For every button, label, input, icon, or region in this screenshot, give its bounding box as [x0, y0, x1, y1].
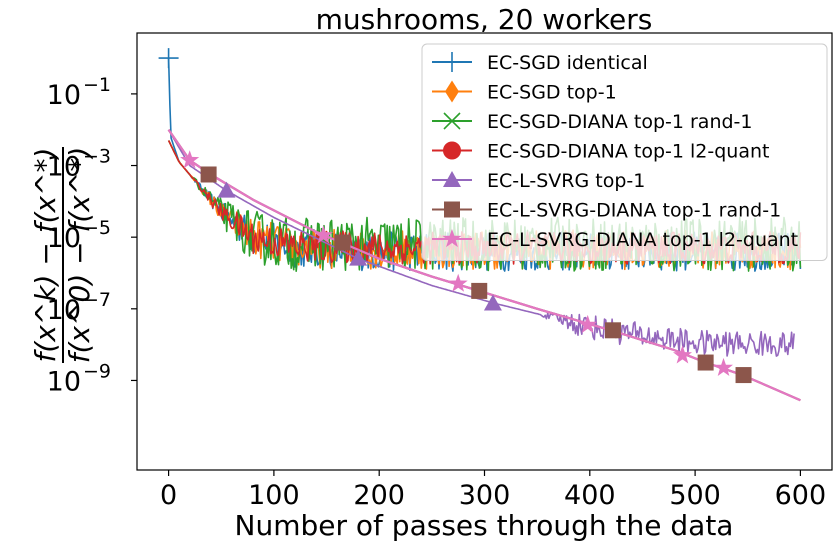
series-marker-ec-l-svrg-diana-top-1-rand-1 — [604, 322, 621, 339]
legend-marker-ec-sgd-identical — [442, 52, 462, 72]
legend-marker-ec-sgd-diana-top-1-rand-1 — [443, 112, 461, 130]
x-tick-label: 300 — [459, 480, 511, 511]
y-axis-label: f(x^k) − f(x^*) f(x^0) − f(x^*) — [29, 147, 96, 364]
y-tick-label: 10 — [47, 223, 81, 254]
y-axis-label-denominator: f(x^0) − f(x^*) — [63, 147, 96, 364]
y-tick-exponent: −3 — [83, 146, 111, 168]
chart-title: mushrooms, 20 workers — [316, 3, 653, 36]
y-tick-label: 10 — [47, 152, 81, 183]
legend-marker-ec-l-svrg-diana-top-1-l2-quant — [442, 229, 462, 248]
x-axis-label: Number of passes through the data — [235, 509, 734, 542]
legend-marker-ec-sgd-diana-top-1-l2-quant — [443, 141, 461, 160]
legend: EC-SGD identical EC-SGD top-1 EC-SGD-DIANA… — [421, 43, 828, 261]
series-marker-ec-l-svrg-diana-top-1-l2-quant — [313, 225, 333, 244]
x-tick-label: 200 — [353, 480, 405, 511]
series-marker-ec-l-svrg-diana-top-1-l2-quant — [673, 345, 692, 364]
series-marker-ec-l-svrg-diana-top-1-rand-1 — [471, 282, 488, 299]
series-line-ec-l-svrg-top-1 — [167, 129, 795, 357]
legend-label-ec-sgd-identical: EC-SGD identical — [487, 52, 648, 74]
series-marker-ec-l-svrg-top-1 — [217, 181, 236, 198]
series-marker-ec-l-svrg-top-1 — [483, 294, 502, 311]
legend-marker-ec-sgd-top-1 — [445, 80, 459, 103]
series-marker-ec-l-svrg-top-1 — [349, 249, 368, 266]
y-tick-exponent: −7 — [83, 289, 111, 311]
legend-label-ec-sgd-top-1: EC-SGD top-1 — [487, 82, 617, 104]
series-marker-ec-l-svrg-diana-top-1-rand-1 — [697, 354, 714, 371]
x-tick-label: 500 — [669, 480, 721, 511]
series-marker-ec-l-svrg-diana-top-1-rand-1 — [735, 367, 752, 384]
x-tick-label: 100 — [248, 480, 300, 511]
y-tick-exponent: −1 — [83, 74, 111, 96]
x-tick-label: 600 — [775, 480, 827, 511]
series-marker-ec-sgd-identical — [158, 48, 179, 69]
x-tick-label: 400 — [564, 480, 616, 511]
marker-layer — [158, 48, 752, 384]
series-marker-ec-l-svrg-diana-top-1-rand-1 — [334, 234, 351, 251]
y-tick-label: 10 — [47, 295, 81, 326]
series-marker-ec-l-svrg-diana-top-1-l2-quant — [448, 273, 468, 292]
series-marker-ec-l-svrg-diana-top-1-l2-quant — [714, 357, 733, 376]
series-marker-ec-l-svrg-diana-top-1-rand-1 — [200, 166, 217, 183]
y-tick-exponent: −5 — [83, 217, 111, 239]
x-tick-label: 0 — [160, 480, 177, 511]
y-tick-exponent: −9 — [83, 360, 111, 382]
legend-label-ec-sgd-diana-top-1-rand-1: EC-SGD-DIANA top-1 rand-1 — [487, 111, 753, 133]
y-tick-label: 10 — [47, 366, 81, 397]
series-marker-ec-l-svrg-diana-top-1-l2-quant — [578, 314, 598, 333]
y-axis-label-numerator: f(x^k) − f(x^*) — [29, 148, 62, 363]
legend-label-ec-l-svrg-top-1: EC-L-SVRG top-1 — [487, 170, 645, 192]
series-marker-ec-l-svrg-diana-top-1-l2-quant — [180, 150, 200, 169]
legend-box — [421, 43, 828, 261]
legend-marker-ec-l-svrg-top-1 — [443, 171, 461, 187]
legend-label-ec-l-svrg-diana-top-1-l2-quant: EC-L-SVRG-DIANA top-1 l2-quant — [487, 229, 798, 251]
legend-marker-ec-l-svrg-diana-top-1-rand-1 — [444, 201, 460, 218]
legend-label-ec-sgd-diana-top-1-l2-quant: EC-SGD-DIANA top-1 l2-quant — [487, 141, 769, 163]
y-tick-label: 10 — [47, 80, 81, 111]
legend-label-ec-l-svrg-diana-top-1-rand-1: EC-L-SVRG-DIANA top-1 rand-1 — [487, 200, 781, 222]
